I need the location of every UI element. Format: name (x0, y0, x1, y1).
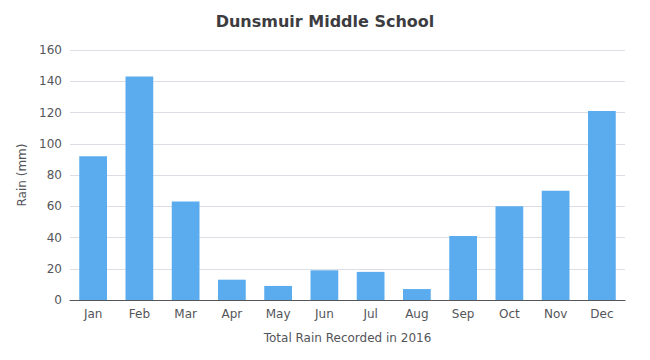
svg-text:120: 120 (39, 106, 62, 120)
svg-text:0: 0 (54, 293, 62, 307)
svg-text:80: 80 (47, 168, 62, 182)
svg-text:Sep: Sep (452, 307, 475, 321)
svg-text:160: 160 (39, 43, 62, 57)
svg-text:Feb: Feb (129, 307, 150, 321)
svg-text:Apr: Apr (221, 307, 242, 321)
svg-text:Nov: Nov (544, 307, 567, 321)
svg-text:40: 40 (47, 231, 62, 245)
svg-text:Dunsmuir Middle School: Dunsmuir Middle School (216, 12, 435, 31)
svg-text:Jan: Jan (83, 307, 103, 321)
svg-text:May: May (266, 307, 291, 321)
svg-text:20: 20 (47, 262, 62, 276)
svg-text:Aug: Aug (405, 307, 428, 321)
svg-text:60: 60 (47, 199, 62, 213)
svg-text:Jul: Jul (362, 307, 377, 321)
svg-text:100: 100 (39, 137, 62, 151)
svg-text:140: 140 (39, 74, 62, 88)
svg-text:Mar: Mar (174, 307, 197, 321)
svg-text:Total Rain Recorded in 2016: Total Rain Recorded in 2016 (263, 331, 432, 345)
svg-text:Rain (mm): Rain (mm) (15, 144, 29, 207)
svg-text:Oct: Oct (499, 307, 520, 321)
svg-text:Jun: Jun (314, 307, 334, 321)
svg-text:Dec: Dec (590, 307, 613, 321)
